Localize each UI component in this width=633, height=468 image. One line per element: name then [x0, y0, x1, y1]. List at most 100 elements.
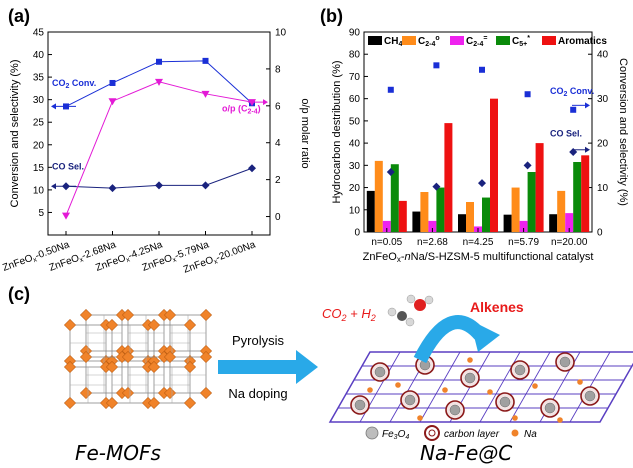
y-tick-label-b: 90	[349, 28, 361, 39]
y-tick-label-b: 10	[349, 205, 361, 216]
mof-node	[105, 360, 119, 374]
na-dot	[512, 415, 518, 421]
annotation-op-a: o/p (C2-4)	[222, 103, 261, 115]
legend-label-b: Aromatics	[558, 36, 607, 47]
mof-node	[79, 350, 93, 364]
fe3o4-core	[514, 364, 526, 376]
x-tick-label-b: n=5.79	[508, 237, 539, 248]
na-legend-label: Na	[524, 429, 537, 440]
product-label: Alkenes	[470, 299, 524, 315]
y-tick-label-b: 20	[349, 183, 361, 194]
y2-tick-label-b: 20	[597, 139, 609, 150]
mof-node	[63, 318, 77, 332]
bar-b	[565, 213, 574, 232]
y-tick-label-b: 30	[349, 161, 361, 172]
fe3o4-core	[354, 399, 366, 411]
bar-b	[503, 214, 512, 232]
na-dot	[557, 417, 563, 423]
y-tick-label-b: 40	[349, 139, 361, 150]
x-axis-title-b: ZnFeOx-nNa/S-HZSM-5 multifunctional cata…	[363, 251, 594, 264]
fe3o4-core	[464, 372, 476, 384]
data-point-a	[201, 181, 210, 190]
overlay-point-b	[524, 91, 531, 98]
legend-swatch-b	[368, 36, 382, 45]
legend-label-b: C2-4o	[418, 35, 440, 48]
mof-node	[163, 350, 177, 364]
bar-b	[436, 187, 445, 232]
annotation-arrowhead-b	[585, 146, 590, 153]
fe-mof-illustration	[63, 308, 213, 410]
legend-swatch-b	[450, 36, 464, 45]
bar-b	[466, 202, 474, 232]
bar-b	[412, 211, 421, 232]
na-dot	[467, 357, 473, 363]
panel-label-a: (a)	[8, 6, 30, 26]
conversion-curved-arrow	[413, 315, 486, 364]
y-tick-label-a: 5	[38, 208, 44, 219]
fe3o4-core	[404, 394, 416, 406]
legend-label-b: CH4	[384, 36, 402, 48]
y-tick-label-b: 70	[349, 72, 361, 83]
mof-node	[147, 396, 161, 410]
bar-b	[444, 123, 453, 232]
fe3o4-icon	[365, 426, 379, 440]
pyrolysis-label: Pyrolysis	[232, 333, 285, 348]
fe3o4-core	[559, 356, 571, 368]
y-tick-label-a: 40	[33, 50, 45, 61]
data-point-a	[155, 78, 163, 86]
na-fe-c-label: Na-Fe@C	[420, 441, 512, 465]
overlay-point-b	[570, 106, 577, 113]
y-tick-label-b: 0	[354, 228, 360, 239]
data-point-a	[201, 90, 210, 98]
data-point-a	[108, 184, 117, 193]
bar-b	[511, 187, 520, 232]
data-point-a	[156, 58, 162, 65]
process-arrow	[218, 350, 318, 384]
panel-label-c: (c)	[8, 284, 30, 304]
mof-node	[121, 308, 135, 322]
x-tick-label-b: n=20.00	[551, 237, 588, 248]
bar-b	[490, 98, 498, 233]
annotation-co2-conv-a: CO2 Conv.	[52, 78, 96, 90]
reactant-label: CO2 + H2	[322, 306, 376, 323]
bar-b	[519, 220, 528, 232]
lattice-line	[509, 351, 551, 423]
y2-tick-label-a: 4	[275, 138, 281, 149]
data-point-a	[62, 212, 70, 220]
mof-node	[163, 386, 177, 400]
y-tick-label-b: 80	[349, 50, 361, 61]
bar-b	[557, 190, 566, 232]
y-axis-title-b: Hydrocarbon destribution (%)	[331, 60, 343, 203]
annotation-co2-conv-b: CO2 Conv.	[550, 86, 594, 98]
overlay-point-b	[479, 66, 485, 73]
alkene-molecule-icon	[387, 307, 415, 327]
y-tick-label-a: 20	[33, 140, 45, 151]
overlay-point-b	[478, 179, 486, 188]
x-tick-label-b: n=4.25	[463, 237, 494, 248]
fe3o4-core	[584, 390, 596, 402]
data-point-a	[202, 57, 209, 64]
bar-b	[573, 162, 582, 232]
mof-node	[147, 360, 161, 374]
fe3o4-legend-label: Fe3O4	[382, 429, 409, 441]
data-point-a	[248, 164, 256, 173]
y2-axis-title-a: o/p molar ratio	[299, 98, 311, 168]
y-axis-title-a: Conversion and selectivity (%)	[9, 60, 21, 208]
mof-node	[183, 360, 197, 374]
y-tick-label-b: 50	[349, 116, 361, 127]
legend-label-b: C5+*	[512, 35, 530, 48]
y2-tick-label-a: 8	[275, 64, 281, 75]
annotation-co-sel-a: CO Sel.	[52, 162, 84, 172]
overlay-point-b	[386, 168, 395, 176]
mof-node	[199, 386, 213, 400]
mof-node	[105, 396, 119, 410]
bar-b	[398, 200, 407, 232]
series-line-a	[65, 81, 253, 216]
y2-tick-label-a: 2	[275, 175, 281, 186]
x-tick-label-b: n=0.05	[371, 237, 402, 248]
bar-b	[366, 190, 375, 232]
mof-node	[63, 360, 77, 374]
bar-b	[390, 164, 399, 232]
mof-node	[105, 318, 119, 332]
